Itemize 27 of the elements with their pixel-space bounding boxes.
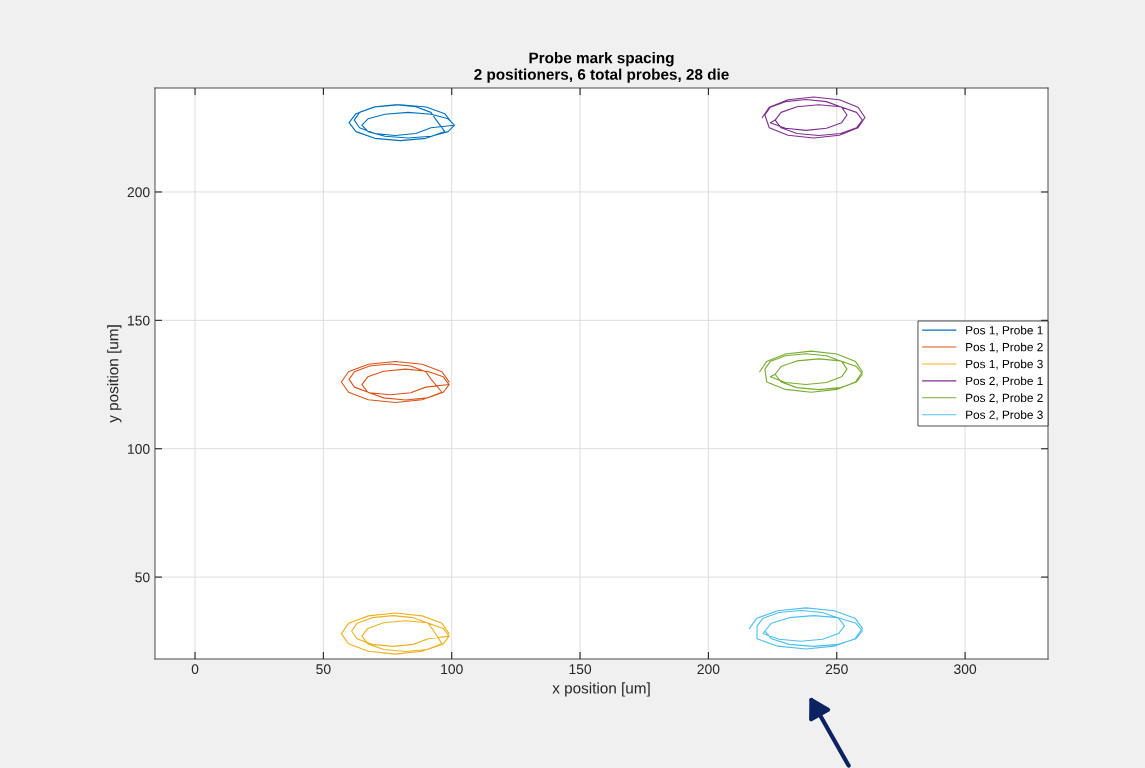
x-tick-label: 50 [316, 664, 331, 675]
legend-label: Pos 1, Probe 3 [966, 359, 1043, 370]
x-tick-label: 200 [697, 664, 720, 675]
x-tick-label: 150 [569, 664, 592, 675]
line-series [759, 350, 863, 393]
line-series [340, 360, 450, 404]
legend-label: Pos 2, Probe 3 [966, 410, 1043, 421]
y-tick-label: 150 [128, 315, 150, 326]
legend-label: Pos 1, Probe 2 [966, 342, 1043, 353]
legend-label: Pos 2, Probe 2 [966, 393, 1043, 404]
line-series [748, 607, 863, 650]
legend-label: Pos 1, Probe 1 [966, 325, 1043, 336]
line-series [348, 104, 455, 142]
y-tick-label: 100 [128, 444, 150, 454]
y-tick-label: 200 [127, 187, 150, 198]
x-tick-label: 0 [191, 664, 199, 675]
line-series [761, 96, 866, 139]
x-tick-label: 300 [954, 664, 977, 675]
chart-subtitle: 2 positioners, 6 total probes, 28 die [474, 68, 729, 83]
chart-title: Probe mark spacing [529, 52, 674, 67]
x-axis-title: x position [um] [552, 682, 650, 697]
legend-label: Pos 2, Probe 1 [966, 376, 1043, 387]
x-tick-label: 250 [825, 664, 848, 675]
line-series [340, 612, 450, 655]
y-tick-label: 50 [135, 572, 150, 583]
x-tick-label: 100 [441, 664, 463, 675]
y-axis-title: y position [um] [107, 325, 122, 423]
